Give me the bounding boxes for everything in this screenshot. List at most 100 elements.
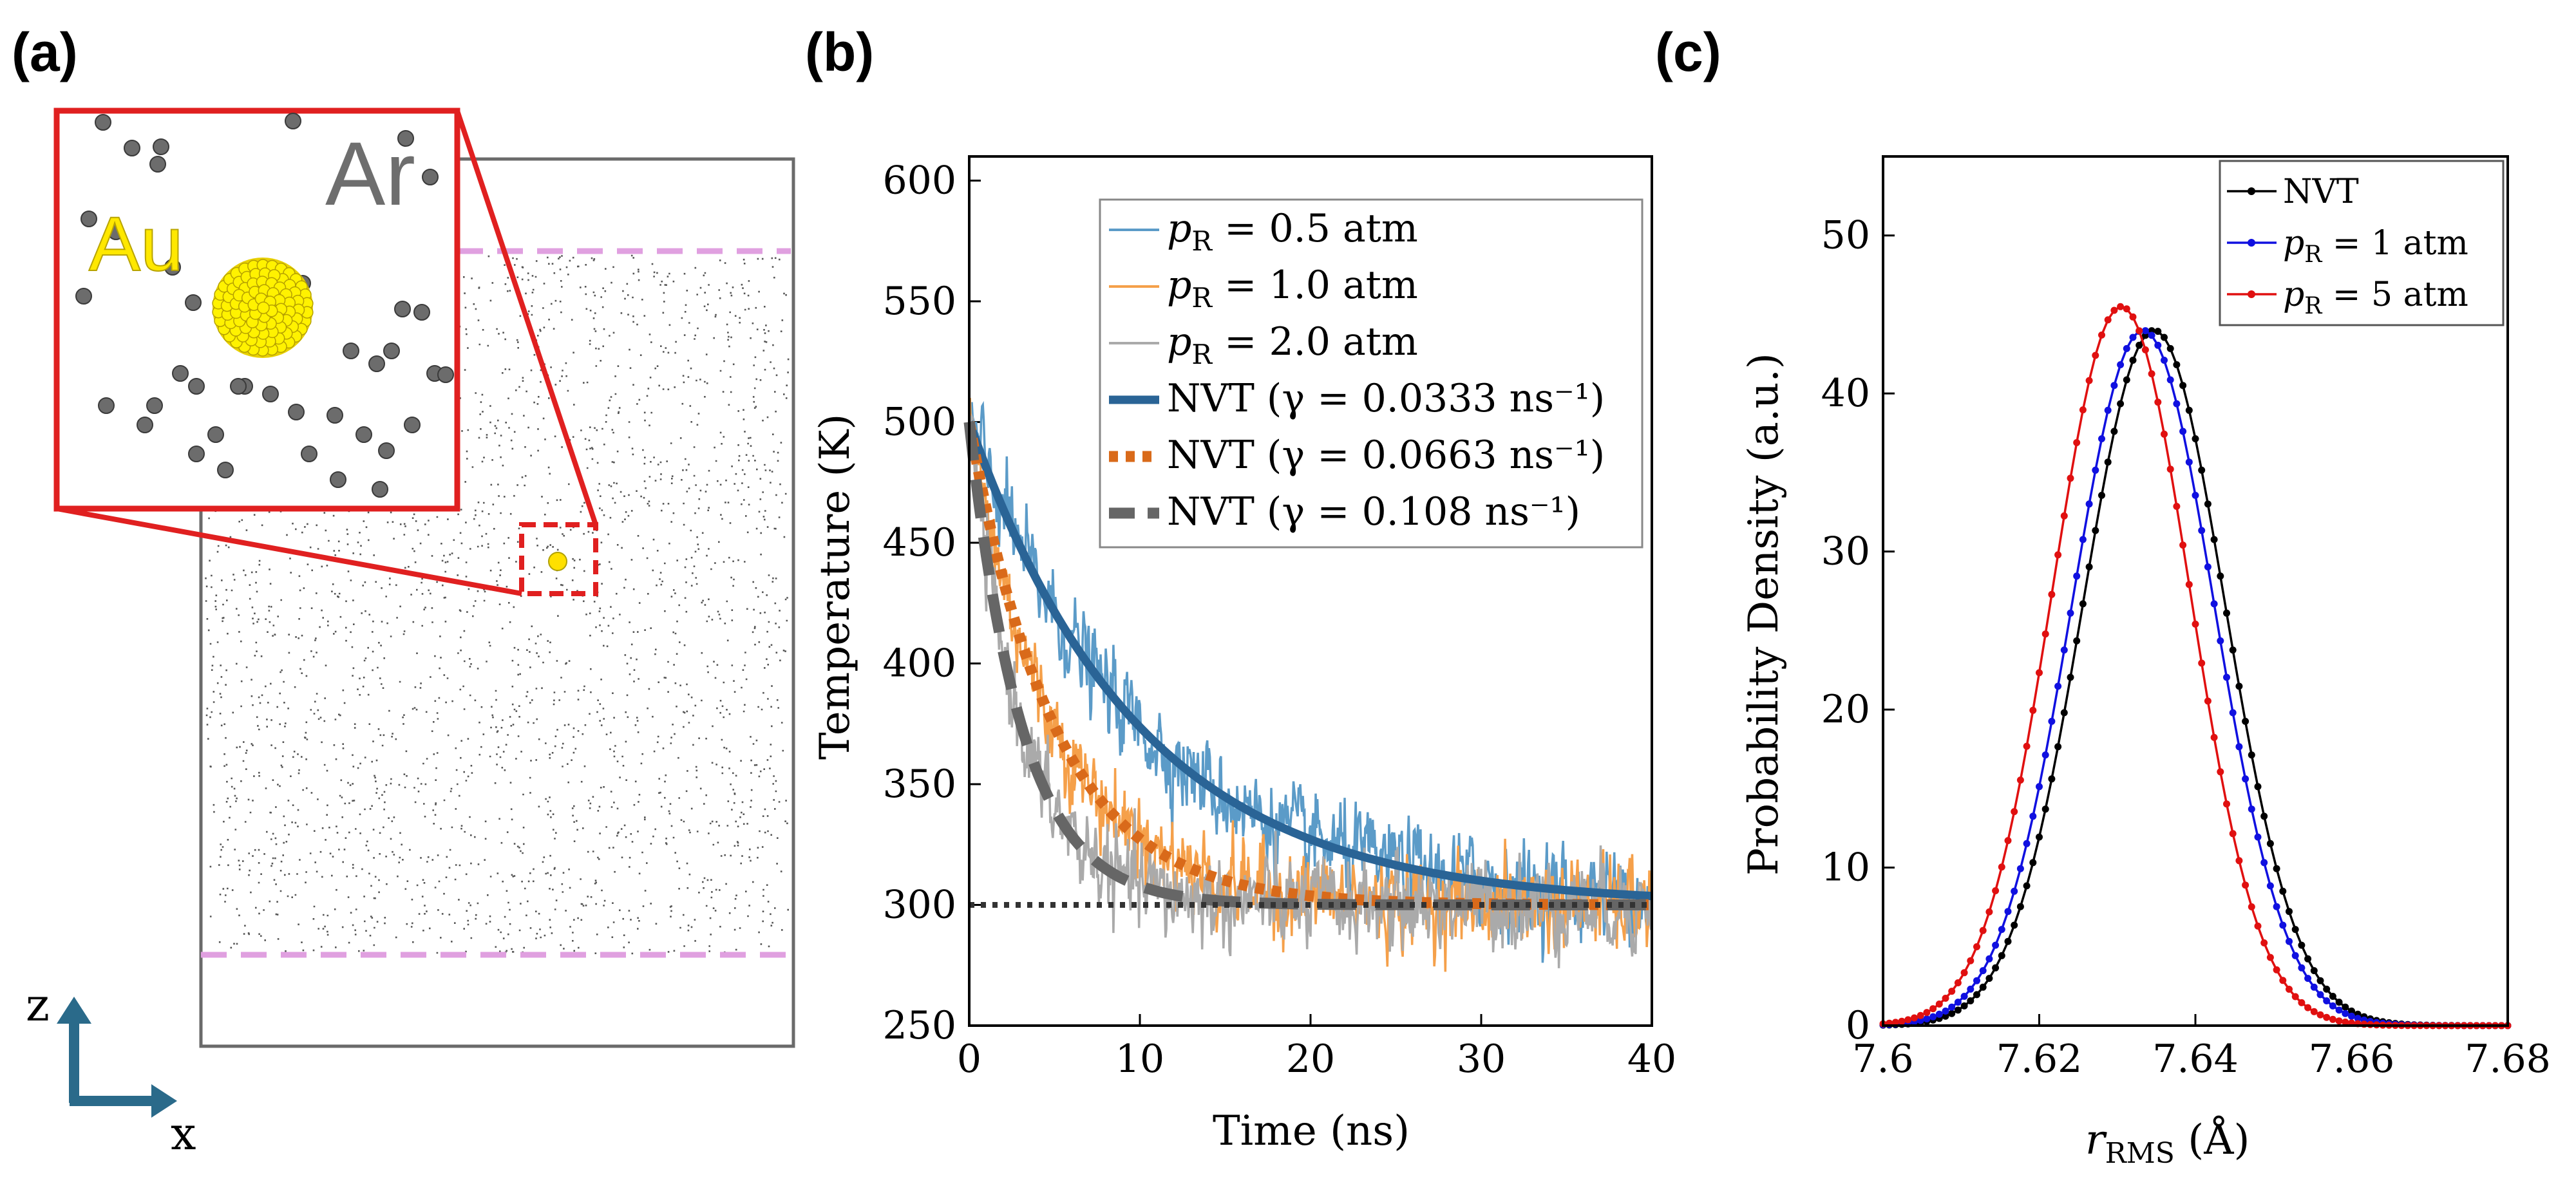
- c-series-point: [2323, 997, 2331, 1004]
- c-series-point: [2229, 709, 2237, 717]
- c-series-point: [2023, 840, 2031, 847]
- c-series-point: [2117, 303, 2125, 310]
- au-cluster-small: [548, 552, 567, 571]
- c-series-point: [2054, 743, 2062, 751]
- inset-argon-atom: [394, 301, 411, 317]
- c-series-point: [2054, 551, 2062, 559]
- inset-argon-atom: [230, 378, 247, 395]
- c-series-point: [2273, 966, 2280, 973]
- b-x-tick-label: 20: [1286, 1037, 1335, 1082]
- c-series-point: [1960, 993, 1968, 1000]
- c-series-point: [2210, 536, 2218, 543]
- c-series-point: [2273, 903, 2280, 910]
- b-y-tick-label: 350: [882, 762, 956, 807]
- b-y-tick-label: 600: [882, 158, 956, 203]
- inset-argon-atom: [108, 223, 124, 240]
- c-series-point: [2148, 370, 2155, 378]
- c-series-point: [2141, 346, 2149, 353]
- c-series-point: [2335, 1006, 2343, 1014]
- inset-argon-atom: [98, 397, 115, 414]
- b-legend-label: pR = 0.5 atm: [1167, 206, 1418, 257]
- panel-b: (b) 0 10 20 30 40 250 300 350 400 450 500 550 600 Ti…: [805, 22, 1676, 1155]
- c-series-point: [2129, 357, 2137, 364]
- c-series-point: [1904, 1016, 1912, 1024]
- c-series-point: [2273, 865, 2280, 872]
- c-series-point: [1917, 1011, 1924, 1019]
- c-series-point: [2354, 1015, 2362, 1022]
- c-series-point: [2254, 783, 2262, 791]
- c-series-point: [2110, 428, 2118, 435]
- c-series-point: [2254, 833, 2262, 841]
- b-y-tick-label: 250: [882, 1003, 956, 1048]
- c-x-tick-label: 7.66: [2309, 1037, 2395, 1082]
- c-series-point: [2254, 922, 2262, 930]
- c-series-point: [2323, 985, 2331, 993]
- c-series-point: [2242, 775, 2249, 783]
- c-series-point: [2036, 783, 2043, 791]
- c-series-line: [1882, 329, 2508, 1027]
- c-series-point: [2004, 837, 2012, 845]
- c-series-point: [2298, 964, 2306, 972]
- c-x-tick-label: 7.68: [2465, 1037, 2551, 1082]
- c-series-point: [2011, 887, 2018, 895]
- inset-argon-atom: [413, 304, 430, 321]
- inset-argon-atom: [124, 140, 140, 156]
- c-series-point: [2298, 999, 2306, 1006]
- c-series-point: [2067, 609, 2074, 617]
- c-series-point: [1929, 1005, 1937, 1013]
- c-series-point: [2279, 921, 2287, 929]
- c-series-point: [2098, 331, 2105, 339]
- c-series-point: [2348, 1007, 2355, 1015]
- c-series-point: [2266, 954, 2274, 961]
- c-series-point: [2310, 967, 2318, 975]
- c-legend-marker: [2248, 290, 2255, 298]
- b-y-tick-label: 500: [882, 400, 956, 445]
- inset-argon-atom: [172, 365, 189, 382]
- c-series-point: [1935, 1010, 1943, 1018]
- c-series-point: [2286, 908, 2293, 916]
- c-series-point: [1948, 988, 1956, 995]
- c-series-point: [2235, 857, 2243, 865]
- c-series-point: [2161, 357, 2168, 364]
- c-series-point: [2016, 776, 2024, 784]
- inset-argon-atom: [188, 378, 205, 395]
- inset-argon-atom: [137, 417, 153, 433]
- c-series-point: [2011, 921, 2018, 929]
- c-series-point: [2110, 306, 2118, 314]
- c-series-point: [2342, 1003, 2349, 1011]
- c-legend-marker: [2248, 239, 2255, 247]
- c-series-point: [1891, 1019, 1899, 1026]
- c-series-point: [2004, 937, 2012, 945]
- inset-argon-atom: [207, 426, 224, 443]
- inset-argon-atom: [343, 343, 359, 359]
- b-legend-label: pR = 2.0 atm: [1167, 319, 1418, 370]
- b-legend-label: NVT (γ = 0.108 ns⁻¹): [1167, 489, 1580, 534]
- c-series-point: [2185, 458, 2193, 466]
- c-series-point: [2342, 1019, 2349, 1026]
- c-series-point: [2092, 527, 2099, 534]
- c-series-point: [2192, 491, 2199, 499]
- c-series-point: [1973, 977, 1980, 984]
- c-series-point: [2192, 620, 2199, 628]
- c-tick-labels: 7.6 7.62 7.64 7.66 7.68 0 10 20 30 40 50: [1821, 213, 2551, 1082]
- inset-argon-atom: [75, 288, 92, 305]
- c-series-point: [2048, 775, 2056, 783]
- c-series-point: [2079, 600, 2087, 608]
- c-series-point: [2329, 1015, 2336, 1023]
- c-series-point: [1917, 1017, 1924, 1024]
- panel-c-label: (c): [1655, 22, 1721, 82]
- c-series-point: [1967, 957, 1975, 964]
- c-y-tick-label: 20: [1821, 687, 1870, 732]
- c-series-point: [2154, 328, 2162, 335]
- c-series-point: [2104, 316, 2112, 324]
- c-y-tick-label: 30: [1821, 529, 1870, 574]
- c-series-point: [1979, 926, 1987, 934]
- c-series-point: [2023, 882, 2031, 890]
- c-series-point: [1985, 975, 1993, 982]
- c-series-point: [2335, 1017, 2343, 1025]
- c-series-point: [2023, 742, 2031, 750]
- c-series-point: [1973, 943, 1980, 950]
- c-series-point: [2229, 646, 2237, 654]
